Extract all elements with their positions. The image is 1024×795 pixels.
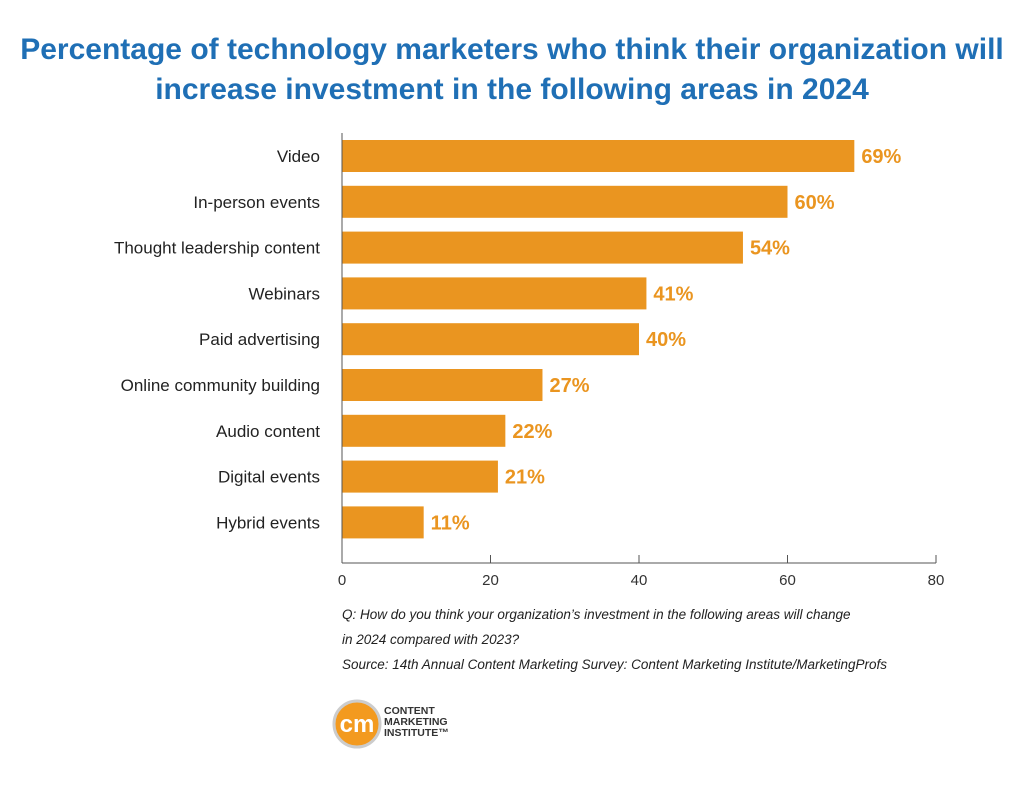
logo-line: MARKETING [384,716,448,728]
bar [342,460,498,493]
bar [342,277,647,310]
bar [342,323,639,356]
logo-line: INSTITUTE™ [384,727,449,739]
source-note: Source: 14th Annual Content Marketing Su… [342,657,888,672]
x-tick-label: 40 [631,572,648,589]
x-tick-label: 80 [928,572,945,589]
value-label: 41% [653,283,693,305]
logo-line: CONTENT [384,705,435,717]
category-label: Thought leadership content [114,239,320,258]
bar [342,140,855,172]
value-label: 27% [549,375,589,397]
bar [342,506,424,539]
bar [342,369,543,401]
category-label: In-person events [193,193,320,212]
category-label: Hybrid events [216,513,320,532]
category-label: Webinars [249,284,321,303]
chart-title: Percentage of technology marketers who t… [20,33,1004,106]
value-label: 40% [646,329,686,351]
category-label: Paid advertising [199,330,320,349]
x-tick-label: 0 [338,572,346,589]
x-tick-label: 20 [482,572,499,589]
value-label: 60% [795,192,835,214]
category-label: Audio content [216,422,320,441]
cmi-logo: cm [332,699,382,749]
value-label: 54% [750,238,790,260]
value-label: 11% [431,512,470,534]
value-label: 21% [505,467,545,489]
logo-text: CONTENT MARKETING INSTITUTE™ [384,706,449,739]
category-label: Digital events [218,468,320,487]
category-label: Video [277,147,320,166]
category-label: Online community building [121,376,320,395]
x-tick-label: 60 [779,572,796,589]
question-line-2: in 2024 compared with 2023? [342,632,520,647]
question-line-1: Q: How do you think your organization’s … [342,607,851,622]
value-label: 69% [861,146,901,168]
bar [342,185,788,218]
svg-text:cm: cm [340,711,375,738]
bar [342,231,743,264]
bar [342,414,506,447]
value-label: 22% [512,421,552,443]
